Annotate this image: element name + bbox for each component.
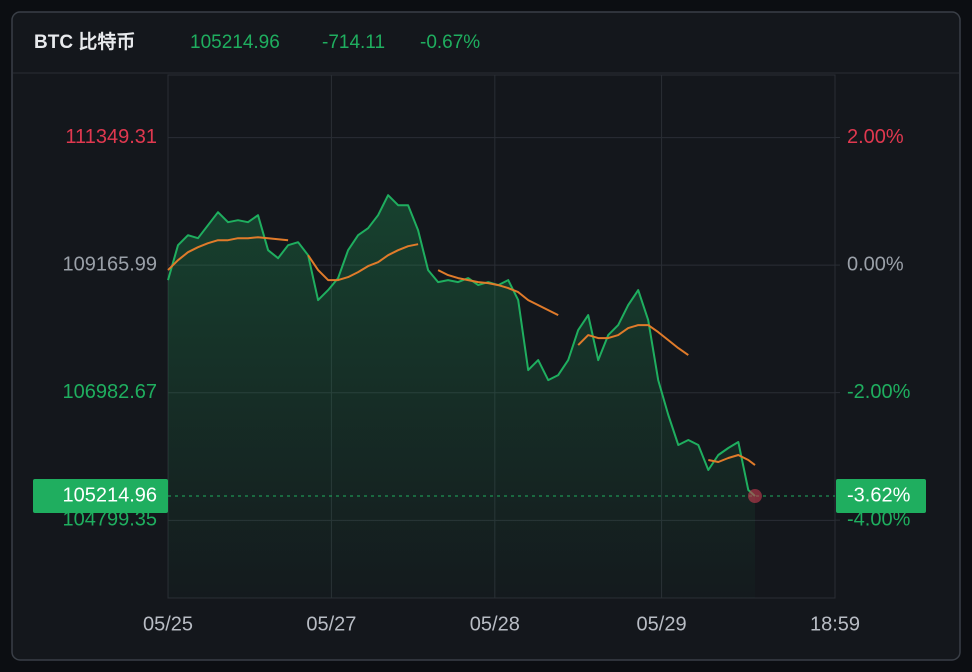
current-pct-label: -3.62% bbox=[847, 484, 911, 506]
y2-tick-label: 0.00% bbox=[847, 253, 904, 275]
ma-line bbox=[167, 236, 289, 271]
chart-title: BTC 比特币 bbox=[34, 31, 135, 53]
ma-line bbox=[307, 243, 419, 282]
x-tick-label: 05/29 bbox=[637, 613, 687, 635]
x-tick-label: 18:59 bbox=[810, 613, 860, 635]
price-area bbox=[168, 195, 755, 598]
y-tick-label: 104799.35 bbox=[62, 509, 157, 531]
y2-tick-label: -4.00% bbox=[847, 508, 911, 530]
current-price-box bbox=[33, 479, 168, 514]
y2-tick-label: -2.00% bbox=[847, 381, 911, 403]
x-tick-label: 05/28 bbox=[470, 613, 520, 635]
y-tick-label: 106982.67 bbox=[62, 381, 157, 403]
ma-line bbox=[437, 269, 559, 316]
x-tick-label: 05/27 bbox=[306, 613, 356, 635]
current-price-label: 105214.96 bbox=[62, 484, 157, 506]
y-tick-label: 109165.99 bbox=[62, 253, 157, 275]
ma-line bbox=[577, 324, 689, 356]
header-change-pct: -0.67% bbox=[420, 32, 480, 53]
y2-tick-label: 2.00% bbox=[847, 126, 904, 148]
y-tick-label: 111349.31 bbox=[65, 126, 157, 148]
ma-line bbox=[708, 454, 756, 466]
header-price: 105214.96 bbox=[190, 32, 280, 53]
current-point bbox=[747, 489, 762, 504]
header-change: -714.11 bbox=[322, 32, 385, 53]
current-pct-box bbox=[836, 479, 926, 514]
x-tick-label: 05/25 bbox=[143, 613, 193, 635]
